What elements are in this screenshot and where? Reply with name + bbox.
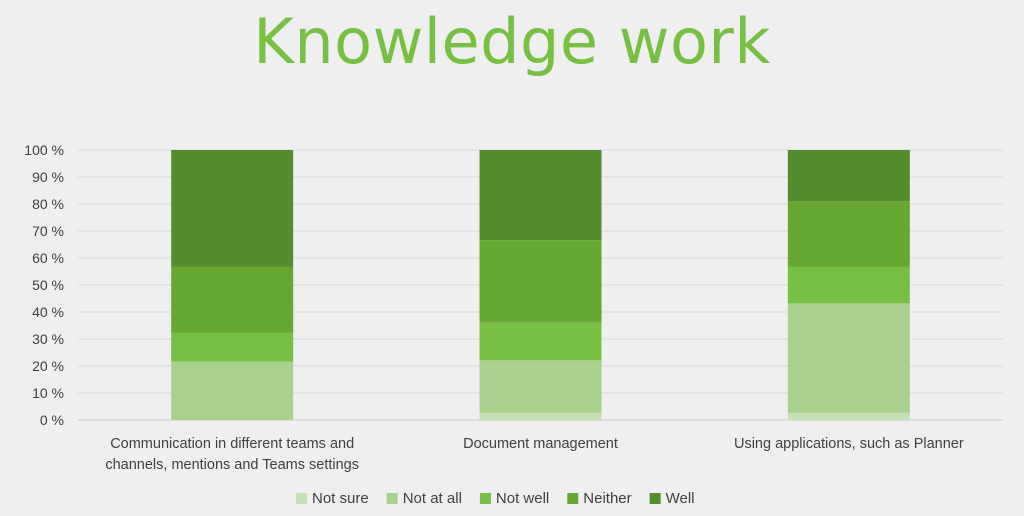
legend-item: Not well [479,490,549,507]
bar-segment [787,266,910,304]
y-tick-label: 60 % [32,250,64,266]
y-tick-label: 40 % [32,304,64,320]
x-category-label: Communication in different teams and chan… [105,436,359,473]
legend-item: Not sure [296,490,369,507]
bar-segment [171,332,294,362]
legend-swatch [479,493,491,504]
legend-item: Neither [567,490,632,507]
y-tick-label: 90 % [32,169,64,185]
bar-segment [479,360,602,413]
bar-segment [479,322,602,361]
x-category-label: Using applications, such as Planner [734,436,964,452]
legend-label: Not well [496,490,549,507]
legend-swatch [386,493,398,504]
x-category-label: Document management [463,436,618,452]
legend-label: Not at all [403,490,462,507]
legend-label: Well [666,490,695,507]
y-tick-label: 0 % [40,412,64,428]
y-axis-ticks: 0 % 10 % 20 % 30 % 40 % 50 % 60 % 70 % 80 % 90 % 1… [24,142,64,428]
bar-segment [171,266,294,333]
legend-item: Well [649,490,695,507]
y-tick-label: 70 % [32,223,64,239]
legend: Not sure Not at all Not well Neither Well [296,490,695,507]
bar-segment [171,150,294,267]
bar-segment [787,412,910,420]
bar-segment [787,303,910,413]
y-tick-label: 30 % [32,331,64,347]
bar-segment [479,150,602,241]
bar-segment [171,361,294,420]
legend-label: Neither [583,490,631,507]
x-axis-categories: Communication in different teams and chan… [105,436,964,473]
legend-swatch [296,493,307,504]
legend-swatch [649,493,661,504]
legend-swatch [567,493,579,504]
bar-segment [479,240,602,323]
legend-item: Not at all [386,490,462,507]
legend-label: Not sure [312,490,369,507]
y-tick-label: 80 % [32,196,64,212]
chart-title: Knowledge work [253,5,771,78]
bars [171,150,910,420]
y-tick-label: 10 % [32,385,64,401]
y-tick-label: 20 % [32,358,64,374]
y-tick-label: 50 % [32,277,64,293]
bar-segment [479,412,602,420]
bar-segment [787,150,910,202]
bar-segment [787,201,910,267]
y-tick-label: 100 % [24,142,64,158]
